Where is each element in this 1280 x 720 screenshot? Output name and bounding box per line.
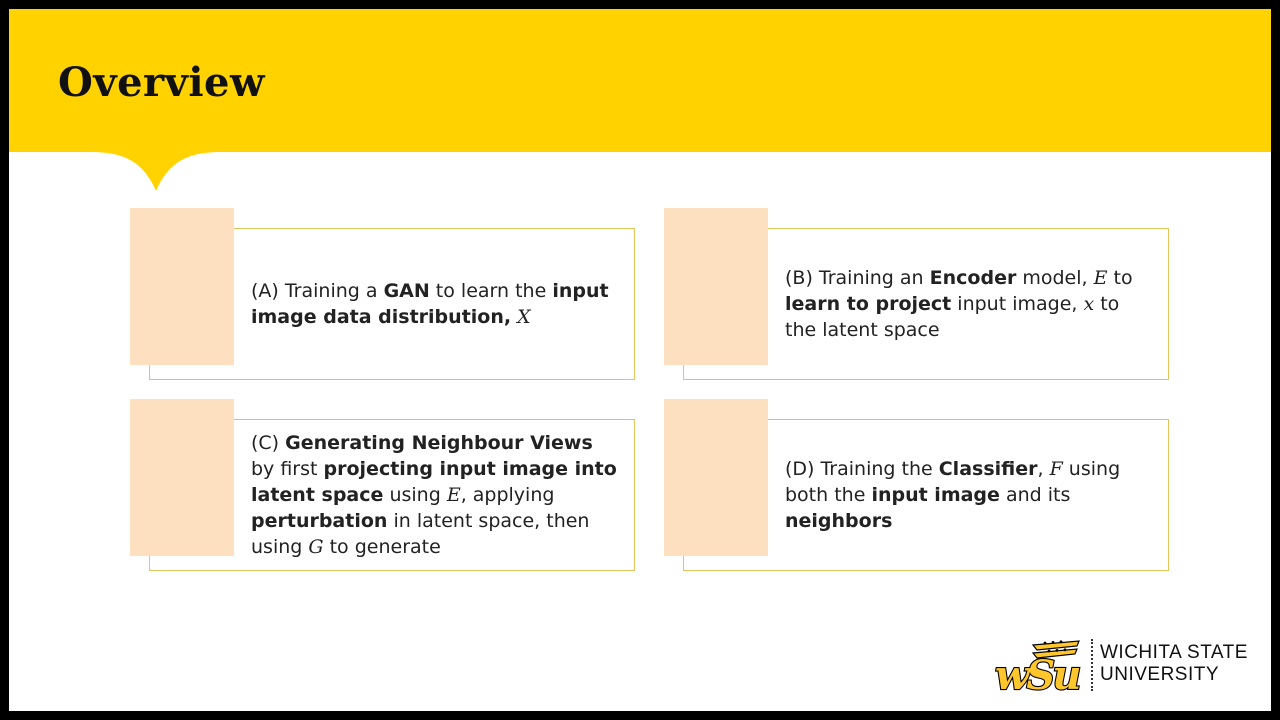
text-run: by first	[251, 458, 324, 480]
bold-text: perturbation	[251, 510, 388, 532]
card-text: (A) Training a GAN to learn the input im…	[251, 228, 621, 380]
text-run: (B) Training an	[785, 267, 930, 289]
card-color-block	[664, 399, 768, 556]
bold-text: input image	[871, 484, 1000, 506]
slide-title: Overview	[58, 59, 265, 106]
text-run: input image,	[951, 293, 1084, 315]
text-run: to	[1107, 267, 1133, 289]
title-banner: Overview	[9, 9, 1271, 191]
step-card-b: (B) Training an Encoder model, E to lear…	[664, 208, 1174, 381]
banner-shape	[9, 9, 1271, 191]
card-color-block	[664, 208, 768, 365]
text-run: to the latent space	[785, 293, 1120, 341]
text-run: and its	[999, 484, 1071, 506]
logo-divider	[1091, 639, 1093, 691]
card-paragraph: (A) Training a GAN to learn the input im…	[251, 278, 621, 330]
university-logo: wSu WICHITA STATE UNIVERSITY	[993, 637, 1253, 697]
text-run: using	[383, 484, 447, 506]
math-symbol: F	[1049, 458, 1063, 480]
text-run: ,	[1037, 458, 1050, 480]
bold-text: Encoder	[929, 267, 1017, 289]
text-run: (C)	[251, 432, 286, 454]
math-symbol: x	[1083, 293, 1095, 315]
bold-text: Classifier	[938, 458, 1038, 480]
slide: Overview (A) Training a GAN to learn the…	[9, 9, 1271, 711]
bold-text: GAN	[383, 280, 430, 302]
bold-text: Generating Neighbour Views	[285, 432, 593, 454]
step-card-d: (D) Training the Classifier, F using bot…	[664, 399, 1174, 572]
text-run: , applying	[460, 484, 555, 506]
math-symbol: E	[1093, 267, 1108, 289]
card-color-block	[130, 208, 234, 365]
svg-text:wSu: wSu	[995, 652, 1079, 695]
card-paragraph: (D) Training the Classifier, F using bot…	[785, 456, 1155, 534]
card-paragraph: (C) Generating Neighbour Views by first …	[251, 430, 621, 560]
text-run: (D) Training the	[785, 458, 939, 480]
text-run: to generate	[323, 536, 441, 558]
card-text: (D) Training the Classifier, F using bot…	[785, 419, 1155, 571]
bold-text: learn to project	[785, 293, 952, 315]
wheat-shocker-logo-icon: wSu	[994, 640, 1083, 695]
text-run: in latent space, then using	[251, 510, 590, 558]
bold-text: projecting input image into latent space	[251, 458, 617, 506]
text-run: model,	[1016, 267, 1094, 289]
math-symbol: E	[446, 484, 461, 506]
university-name-line1: WICHITA STATE	[1100, 642, 1248, 663]
text-run: (A) Training a	[251, 280, 384, 302]
step-card-a: (A) Training a GAN to learn the input im…	[130, 208, 640, 381]
text-run: using both the	[785, 458, 1121, 506]
math-symbol: G	[308, 536, 324, 558]
university-name: WICHITA STATE UNIVERSITY	[1100, 642, 1248, 686]
text-run: to learn the	[429, 280, 553, 302]
math-symbol: X	[517, 306, 531, 328]
university-name-line2: UNIVERSITY	[1100, 664, 1220, 685]
card-paragraph: (B) Training an Encoder model, E to lear…	[785, 265, 1155, 343]
step-card-c: (C) Generating Neighbour Views by first …	[130, 399, 640, 572]
bold-text: neighbors	[785, 510, 893, 532]
card-text: (B) Training an Encoder model, E to lear…	[785, 228, 1155, 380]
card-text: (C) Generating Neighbour Views by first …	[251, 419, 621, 571]
bold-text: input image data distribution,	[251, 280, 609, 328]
card-color-block	[130, 399, 234, 556]
